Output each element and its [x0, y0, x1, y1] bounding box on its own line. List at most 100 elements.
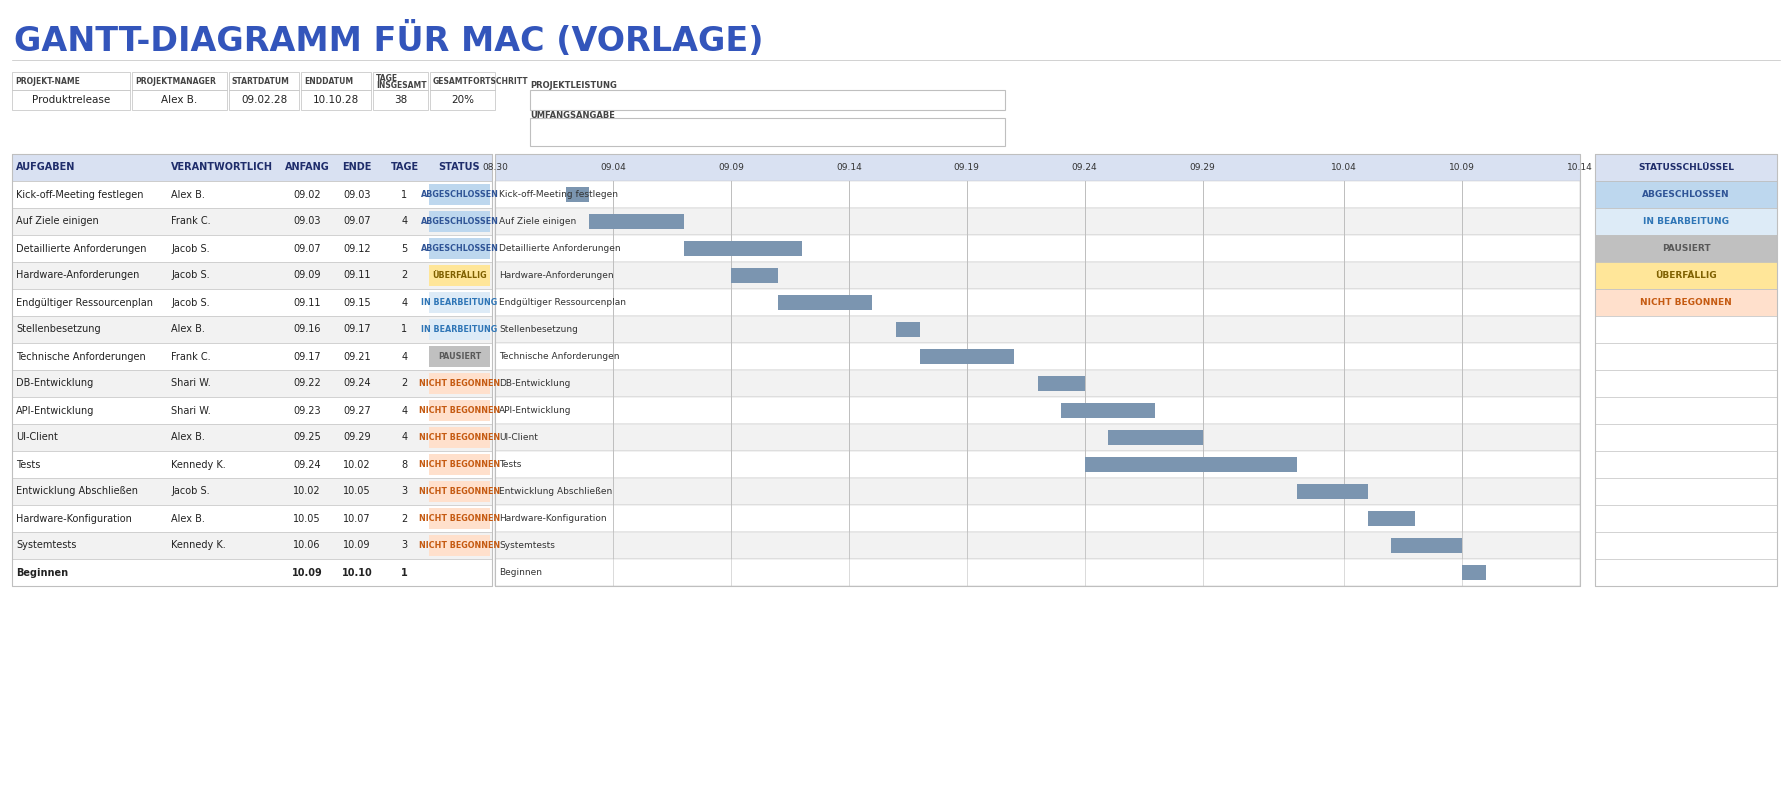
- Bar: [1595, 154, 1778, 181]
- Text: 09.29: 09.29: [1190, 163, 1215, 172]
- Text: 4: 4: [401, 298, 407, 307]
- Text: IN BEARBEITUNG: IN BEARBEITUNG: [1643, 217, 1729, 226]
- Text: Produktrelease: Produktrelease: [32, 95, 109, 105]
- Bar: [428, 184, 489, 205]
- Bar: [1061, 403, 1156, 418]
- Text: 09.23: 09.23: [294, 406, 321, 415]
- Bar: [896, 322, 919, 337]
- Text: Tests: Tests: [498, 460, 521, 469]
- Text: NICHT BEGONNEN: NICHT BEGONNEN: [419, 514, 500, 523]
- Text: NICHT BEGONNEN: NICHT BEGONNEN: [419, 433, 500, 442]
- Text: 09.19: 09.19: [953, 163, 980, 172]
- Text: Frank C.: Frank C.: [170, 217, 211, 226]
- Bar: [495, 262, 1581, 289]
- Text: 10.05: 10.05: [294, 513, 321, 524]
- Text: Entwicklung Abschließen: Entwicklung Abschließen: [498, 487, 613, 496]
- Bar: [428, 535, 489, 556]
- Text: Kick-off-Meeting festlegen: Kick-off-Meeting festlegen: [16, 189, 143, 200]
- Text: 09.03: 09.03: [294, 217, 321, 226]
- Bar: [428, 427, 489, 448]
- Bar: [428, 508, 489, 529]
- Text: NICHT BEGONNEN: NICHT BEGONNEN: [419, 487, 500, 496]
- Bar: [13, 343, 493, 370]
- Text: PROJEKTMANAGER: PROJEKTMANAGER: [134, 76, 215, 86]
- Bar: [919, 350, 1014, 363]
- Text: 10.14: 10.14: [1568, 163, 1593, 172]
- Bar: [495, 181, 1581, 208]
- Bar: [495, 505, 1581, 532]
- Text: Systemtests: Systemtests: [16, 541, 77, 550]
- Text: 10.02: 10.02: [344, 460, 371, 469]
- Bar: [428, 481, 489, 502]
- Text: ABGESCHLOSSEN: ABGESCHLOSSEN: [421, 217, 498, 226]
- Bar: [428, 238, 489, 259]
- Text: 10.09: 10.09: [292, 568, 323, 577]
- Text: 09.24: 09.24: [344, 379, 371, 388]
- Bar: [495, 343, 1581, 370]
- Text: 09.17: 09.17: [294, 351, 321, 362]
- Text: ENDDATUM: ENDDATUM: [305, 76, 353, 86]
- Text: 09.22: 09.22: [294, 379, 321, 388]
- Text: NICHT BEGONNEN: NICHT BEGONNEN: [1640, 298, 1731, 307]
- Text: 09.07: 09.07: [294, 244, 321, 253]
- Text: Beginnen: Beginnen: [16, 568, 68, 577]
- Text: GESAMTFORTSCHRITT: GESAMTFORTSCHRITT: [434, 76, 529, 86]
- Bar: [1595, 316, 1778, 343]
- Text: Shari W.: Shari W.: [170, 406, 211, 415]
- Bar: [13, 397, 493, 424]
- Bar: [1038, 376, 1084, 391]
- Bar: [13, 532, 493, 559]
- Text: Stellenbesetzung: Stellenbesetzung: [16, 325, 100, 334]
- Text: 20%: 20%: [452, 95, 475, 105]
- Bar: [13, 90, 131, 110]
- Text: 10.02: 10.02: [294, 487, 321, 496]
- Text: 09.02.28: 09.02.28: [240, 95, 287, 105]
- Text: 09.07: 09.07: [344, 217, 371, 226]
- Bar: [13, 154, 493, 586]
- Text: Jacob S.: Jacob S.: [170, 244, 210, 253]
- Text: 10.09: 10.09: [1450, 163, 1475, 172]
- Text: 3: 3: [401, 541, 407, 550]
- Text: Kennedy K.: Kennedy K.: [170, 541, 226, 550]
- Text: 10.06: 10.06: [294, 541, 321, 550]
- Text: PROJEKT-NAME: PROJEKT-NAME: [14, 76, 81, 86]
- Bar: [13, 451, 493, 478]
- Text: TAGE: TAGE: [391, 163, 419, 172]
- Text: 09.15: 09.15: [344, 298, 371, 307]
- Bar: [1595, 397, 1778, 424]
- Text: 09.27: 09.27: [342, 406, 371, 415]
- Text: 8: 8: [401, 460, 407, 469]
- Bar: [428, 292, 489, 313]
- Text: Entwicklung Abschließen: Entwicklung Abschließen: [16, 487, 138, 496]
- Bar: [13, 559, 493, 586]
- Text: 2: 2: [401, 270, 407, 281]
- Text: Systemtests: Systemtests: [498, 541, 556, 550]
- Text: Technische Anforderungen: Technische Anforderungen: [498, 352, 620, 361]
- Bar: [1391, 538, 1462, 553]
- Bar: [1595, 235, 1778, 262]
- Text: 09.11: 09.11: [294, 298, 321, 307]
- Text: UI-Client: UI-Client: [498, 433, 538, 442]
- Bar: [1462, 565, 1486, 580]
- Text: Endgültiger Ressourcenplan: Endgültiger Ressourcenplan: [16, 298, 152, 307]
- Bar: [1297, 484, 1367, 499]
- Bar: [133, 90, 228, 110]
- Text: STARTDATUM: STARTDATUM: [231, 76, 290, 86]
- Text: 38: 38: [394, 95, 407, 105]
- Text: 09.03: 09.03: [344, 189, 371, 200]
- Text: ÜBERFÄLLIG: ÜBERFÄLLIG: [432, 271, 487, 280]
- Text: 10.09: 10.09: [344, 541, 371, 550]
- Text: PAUSIERT: PAUSIERT: [1661, 244, 1710, 253]
- Bar: [373, 90, 428, 110]
- Bar: [229, 90, 299, 110]
- Text: Hardware-Anforderungen: Hardware-Anforderungen: [498, 271, 613, 280]
- Bar: [373, 72, 428, 90]
- Text: API-Entwicklung: API-Entwicklung: [498, 406, 572, 415]
- Bar: [13, 154, 493, 181]
- Text: Alex B.: Alex B.: [161, 95, 197, 105]
- Bar: [1595, 505, 1778, 532]
- Text: STATUSSCHLÜSSEL: STATUSSCHLÜSSEL: [1638, 163, 1735, 172]
- Text: ABGESCHLOSSEN: ABGESCHLOSSEN: [1641, 190, 1729, 199]
- Text: 09.02: 09.02: [294, 189, 321, 200]
- Text: 10.10.28: 10.10.28: [314, 95, 358, 105]
